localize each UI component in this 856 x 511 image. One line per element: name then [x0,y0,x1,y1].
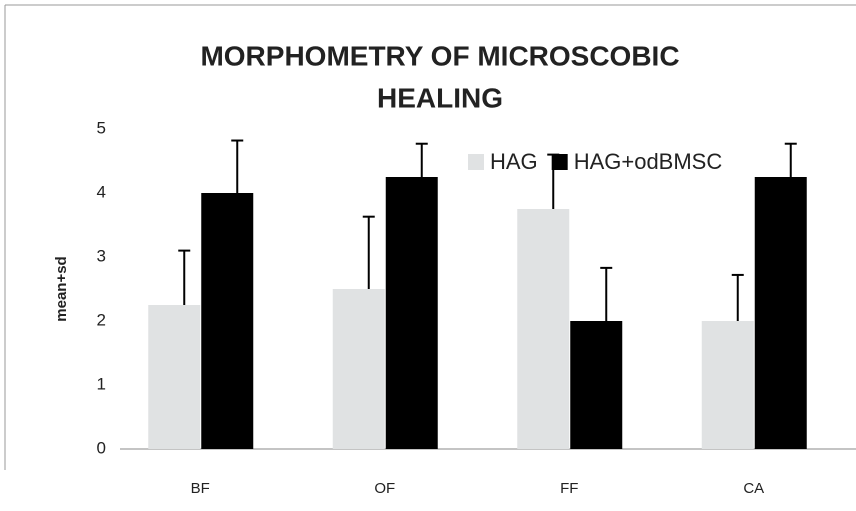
chart-title: HEALING [377,82,503,113]
bar [332,289,385,449]
chart-title: MORPHOMETRY OF MICROSCOBIC [200,40,679,71]
y-tick-label: 3 [97,246,106,265]
y-axis-label: mean+sd [53,256,70,321]
y-tick-label: 4 [97,182,106,201]
bar [701,321,754,449]
x-tick-label: CA [743,480,764,497]
x-tick-label: OF [374,480,395,497]
bar [201,193,254,449]
bar [148,305,201,449]
x-tick-label: BF [191,480,210,497]
y-tick-label: 5 [97,118,106,137]
bar [385,177,438,449]
bar [517,209,570,449]
legend-swatch [551,154,568,170]
y-tick-label: 1 [97,374,106,393]
legend-label: HAG+odBMSC [574,149,723,174]
bar [570,321,623,449]
x-tick-label: FF [560,480,578,497]
y-tick-label: 0 [97,438,106,457]
legend-label: HAG [490,149,538,174]
y-tick-label: 2 [97,310,106,329]
legend-swatch [468,154,484,170]
bar [754,177,807,449]
